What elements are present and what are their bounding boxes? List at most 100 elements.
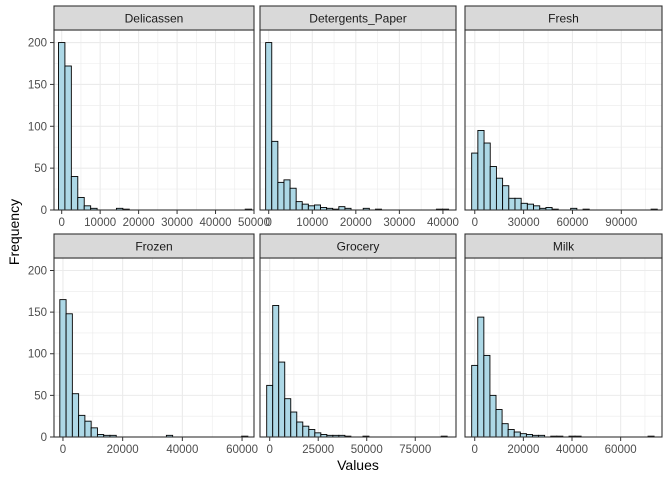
- x-tick-label: 30000: [161, 217, 193, 229]
- facet-strip: [464, 5, 663, 31]
- x-tick-label: 20000: [507, 444, 539, 456]
- y-tick-label: 100: [28, 121, 47, 133]
- histogram-bar: [83, 205, 92, 211]
- x-tick-label: 0: [472, 217, 478, 229]
- x-tick-label: 10000: [84, 217, 116, 229]
- panel-background: [54, 258, 254, 437]
- histogram-bar: [301, 203, 309, 211]
- histogram-bar: [502, 185, 510, 211]
- x-tick-label: 40000: [166, 444, 198, 456]
- facet-strip-label: Milk: [553, 240, 575, 254]
- histogram-bar: [302, 425, 310, 438]
- x-tick-label: 40000: [556, 444, 588, 456]
- histogram-bar: [471, 364, 479, 438]
- facet-strip-label: Delicassen: [125, 12, 184, 26]
- y-tick-label: 50: [34, 390, 47, 402]
- histogram-bar: [471, 152, 479, 211]
- x-tick-label: 40000: [427, 217, 459, 229]
- histogram-bar: [265, 42, 273, 211]
- histogram-bar: [272, 305, 280, 438]
- x-tick-label: 90000: [605, 217, 637, 229]
- histogram-bar: [508, 197, 516, 211]
- x-tick-label: 0: [472, 444, 478, 456]
- histogram-bar: [483, 142, 491, 211]
- x-tick-label: 0: [266, 444, 272, 456]
- panel-fresh: Fresh 0 30000 60000 90000: [464, 5, 663, 229]
- histogram-bar: [295, 201, 303, 211]
- x-tick-label: 25000: [302, 444, 334, 456]
- panel-milk: Milk 0 20000 40000 60000: [464, 233, 663, 456]
- histogram-bar: [501, 423, 509, 438]
- y-tick-label: 100: [28, 349, 47, 361]
- y-tick-label: 0: [41, 432, 47, 444]
- facet-strip: [53, 5, 255, 31]
- histogram-bar: [64, 65, 72, 211]
- histogram-bar: [477, 130, 485, 211]
- y-tick-label: 150: [28, 79, 47, 91]
- facet-strip-label: Detergents_Paper: [309, 12, 406, 26]
- histogram-bar: [489, 166, 497, 211]
- panel-background: [465, 258, 662, 437]
- x-tick-label: 20000: [123, 217, 155, 229]
- histogram-bar: [289, 187, 297, 211]
- histogram-bar: [266, 384, 274, 438]
- x-tick-label: 60000: [226, 444, 258, 456]
- histogram-bar: [277, 181, 285, 211]
- facet-strip: [259, 233, 457, 259]
- histogram-bar: [84, 420, 92, 438]
- x-tick-label: 20000: [340, 217, 372, 229]
- y-tick-label: 200: [28, 265, 47, 277]
- histogram-bar: [308, 429, 316, 438]
- histogram-bar: [290, 411, 298, 438]
- histogram-bar: [284, 398, 292, 438]
- x-tick-label: 10000: [296, 217, 328, 229]
- histogram-bar: [307, 205, 315, 211]
- histogram-bar: [78, 414, 86, 438]
- histogram-bar: [77, 196, 85, 211]
- y-tick-label: 150: [28, 307, 47, 319]
- histogram-bar: [520, 202, 528, 211]
- y-tick-label: 0: [41, 205, 47, 217]
- facet-strip-label: Grocery: [337, 240, 380, 254]
- x-tick-label: 30000: [508, 217, 540, 229]
- histogram-bar: [70, 176, 79, 211]
- facet-strip: [464, 233, 663, 259]
- histogram-bar: [58, 42, 66, 211]
- histogram-bar: [495, 177, 504, 211]
- y-tick-label: 50: [34, 163, 47, 175]
- histogram-bar: [507, 429, 515, 438]
- panel-background: [260, 258, 456, 437]
- x-tick-label: 0: [266, 217, 272, 229]
- x-tick-label: 30000: [383, 217, 415, 229]
- x-tick-label: 0: [58, 217, 64, 229]
- x-tick-label: 0: [60, 444, 66, 456]
- histogram-bar: [477, 316, 485, 438]
- facet-strip-label: Fresh: [548, 12, 579, 26]
- facet-strip: [259, 5, 457, 31]
- x-tick-label: 60000: [605, 444, 637, 456]
- histogram-bar: [513, 431, 521, 438]
- histogram-bar: [90, 427, 98, 438]
- y-axis-label: Frequency: [6, 199, 22, 265]
- histogram-bar: [533, 205, 541, 211]
- panel-detergents-paper: Detergents_Paper 0 10000 20000 30000 40000: [259, 5, 459, 229]
- facet-strip: [53, 233, 255, 259]
- panel-grocery: Grocery 0 25000 50000 75000: [259, 233, 457, 456]
- histogram-bar: [283, 179, 291, 211]
- x-tick-label: 50000: [351, 444, 383, 456]
- x-tick-label: 50000: [238, 217, 270, 229]
- histogram-bar: [314, 432, 322, 438]
- histogram-bar: [483, 354, 491, 438]
- histogram-bar: [65, 313, 73, 438]
- x-tick-label: 20000: [107, 444, 139, 456]
- y-tick-label: 200: [28, 38, 47, 50]
- histogram-bar: [71, 393, 80, 438]
- histogram-bar: [514, 197, 522, 211]
- histogram-bar: [526, 203, 534, 211]
- x-tick-label: 60000: [556, 217, 588, 229]
- panel-background: [54, 30, 254, 210]
- x-tick-label: 40000: [200, 217, 232, 229]
